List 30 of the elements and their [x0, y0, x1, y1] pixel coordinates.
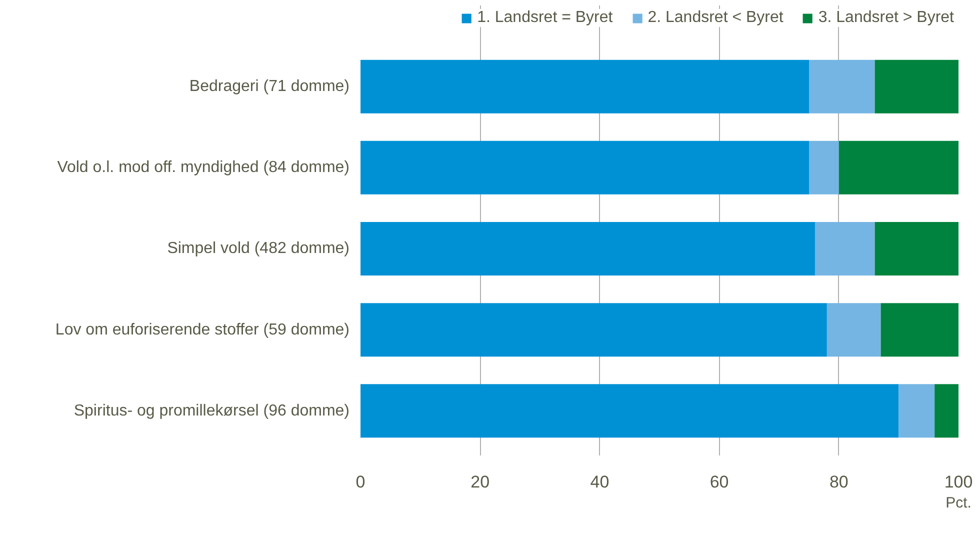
bar — [360, 222, 815, 276]
bar — [360, 303, 827, 357]
x-tick-label: 100 — [944, 472, 973, 492]
bar — [934, 384, 958, 438]
x-tick-label: 80 — [829, 472, 848, 492]
bar — [809, 140, 839, 194]
x-tick-label: 20 — [470, 472, 490, 492]
x-tick-label: 40 — [590, 472, 610, 492]
x-tick-label: 60 — [710, 472, 729, 492]
bar — [838, 140, 958, 194]
y-tick-label: Vold o.l. mod off. myndighed (84 domme) — [57, 159, 350, 176]
y-tick-label: Spiritus- og promillekørsel (96 domme) — [74, 402, 350, 420]
legend-label: 3. Landsret > Byret — [818, 9, 954, 27]
y-tick-label: Simpel vold (482 domme) — [167, 240, 350, 258]
bar — [874, 60, 958, 114]
y-tick-label: Lov om euforiserende stoffer (59 domme) — [55, 321, 350, 338]
bar — [809, 60, 875, 114]
bar — [898, 384, 935, 438]
bar — [360, 140, 809, 194]
bar — [826, 303, 881, 357]
legend-label: 2. Landsret < Byret — [648, 9, 784, 27]
x-axis-title: Pct. — [946, 494, 972, 512]
legend-label: 1. Landsret = Byret — [477, 9, 613, 27]
bar — [814, 222, 875, 276]
bar — [360, 384, 899, 438]
bar — [874, 222, 958, 276]
y-tick-label: Bedrageri (71 domme) — [189, 78, 350, 96]
bar — [360, 60, 809, 114]
x-tick-label: 0 — [356, 472, 366, 492]
bar — [880, 303, 958, 357]
